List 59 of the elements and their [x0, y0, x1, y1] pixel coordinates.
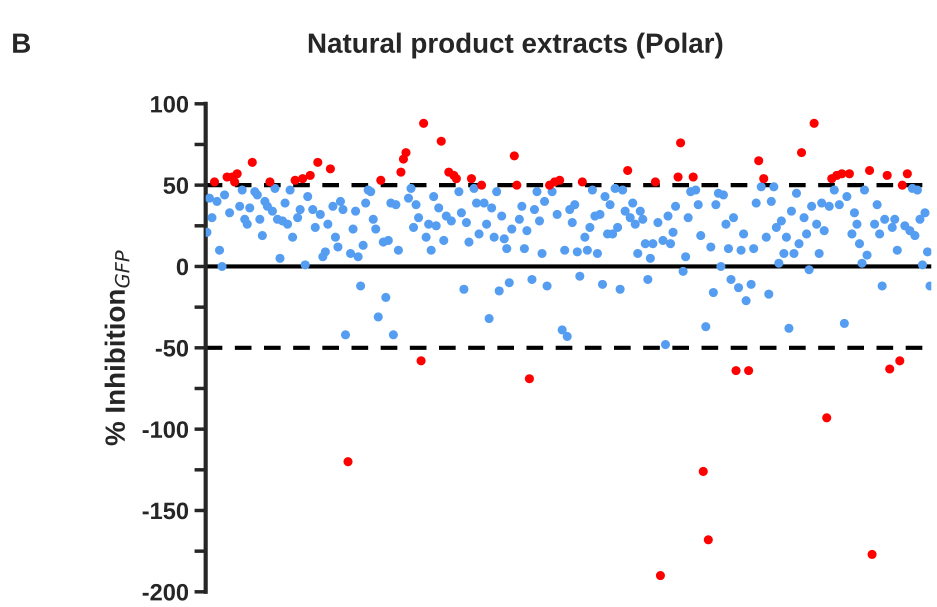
y-tick-label: 0: [176, 258, 188, 276]
y-axis-title: % Inhibition$_{GFP}$: [104, 250, 130, 446]
point: [376, 176, 386, 185]
point: [698, 466, 708, 476]
point: [265, 177, 274, 186]
point: [704, 535, 713, 544]
point: [326, 164, 335, 174]
point: [230, 177, 240, 186]
point: [232, 169, 242, 178]
y-tick-label: 50: [163, 177, 188, 194]
point: [744, 366, 754, 376]
point: [882, 170, 892, 180]
y-tick-label: -150: [142, 502, 188, 520]
point: [902, 169, 912, 178]
point: [436, 136, 446, 146]
point: [419, 118, 428, 128]
point: [477, 180, 486, 190]
point: [759, 174, 768, 184]
y-tick-label: -100: [142, 421, 188, 438]
text: B: [13, 34, 30, 53]
point: [623, 166, 632, 176]
y-tick-label: -50: [156, 340, 188, 357]
y-tick-label: -200: [142, 584, 188, 601]
point: [401, 148, 410, 158]
point: [313, 158, 322, 167]
point: [290, 176, 300, 185]
point: [895, 356, 904, 366]
point: [306, 170, 315, 180]
y-tick-label: 100: [151, 96, 188, 113]
point: [298, 174, 308, 184]
point: [524, 374, 534, 384]
point: [810, 118, 819, 128]
point: [676, 138, 686, 148]
point: [466, 174, 476, 184]
point: [868, 550, 877, 559]
chart-title: Natural product extracts (Polar): [308, 32, 722, 58]
point: [674, 172, 683, 182]
point: [822, 413, 832, 422]
point: [650, 177, 660, 186]
point: [732, 366, 741, 376]
point: [898, 180, 907, 190]
point: [396, 168, 406, 177]
point: [344, 457, 353, 466]
point: [837, 169, 846, 178]
point: [578, 177, 587, 186]
point: [510, 151, 519, 160]
point: [885, 364, 894, 374]
point: [797, 148, 806, 158]
point: [656, 571, 665, 580]
point: [452, 174, 461, 184]
point: [555, 176, 564, 185]
point: [754, 156, 764, 166]
point: [844, 169, 854, 178]
point: [416, 356, 426, 366]
point: [688, 172, 698, 182]
point: [210, 177, 220, 186]
point: [248, 158, 257, 167]
point: [865, 166, 874, 176]
point: [512, 180, 522, 190]
